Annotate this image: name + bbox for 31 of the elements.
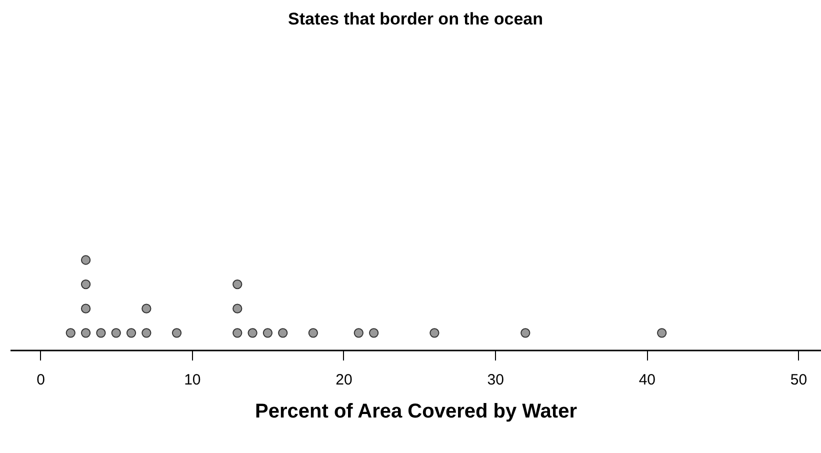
point [96, 328, 106, 338]
point [232, 328, 242, 338]
point [80, 328, 91, 338]
point [232, 279, 242, 290]
point [278, 328, 288, 338]
point [111, 328, 121, 338]
point [80, 279, 91, 290]
point [354, 328, 364, 338]
point [368, 328, 379, 338]
x-tick-label: 30 [487, 372, 504, 388]
point [657, 328, 667, 338]
point [308, 328, 318, 338]
x-tick-label: 10 [184, 372, 201, 388]
point [80, 255, 91, 265]
point [126, 328, 136, 338]
point [142, 304, 152, 314]
x-axis-title: Percent of Area Covered by Water [255, 400, 578, 422]
point [430, 328, 440, 338]
point [520, 328, 530, 338]
point [66, 328, 76, 338]
x-tick-label: 50 [790, 372, 808, 388]
point [172, 328, 182, 338]
point [232, 304, 242, 314]
point [248, 328, 258, 338]
x-tick-label: 20 [336, 372, 352, 388]
x-tick-label: 40 [638, 372, 656, 388]
chart-title: States that border on the ocean [288, 10, 544, 29]
point [80, 304, 91, 314]
point [142, 328, 152, 338]
point [262, 328, 273, 338]
x-tick-label: 0 [36, 372, 45, 388]
